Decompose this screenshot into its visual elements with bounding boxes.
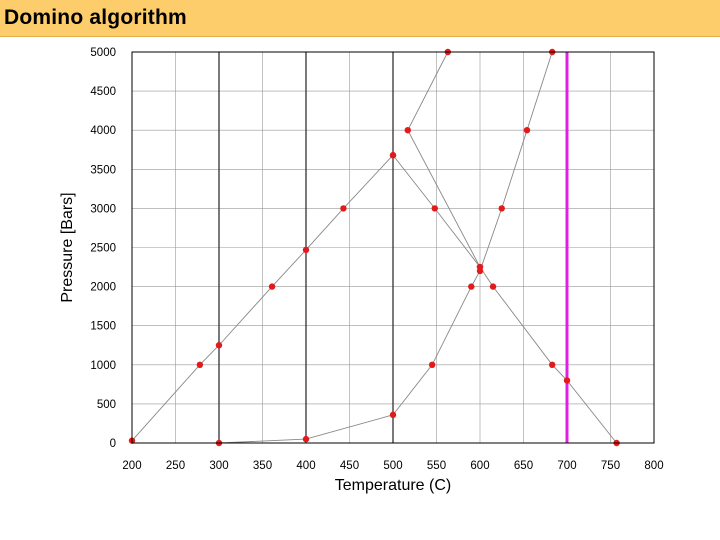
- plot-frame: [131, 51, 655, 444]
- x-tick-label: 450: [340, 460, 359, 472]
- data-point: [431, 205, 438, 212]
- x-axis-label: Temperature (C): [335, 477, 451, 494]
- x-tick-labels: 200 250 300 350 400 450 500 550 600 650 700 750 800: [122, 460, 663, 472]
- x-tick-label: 500: [383, 460, 402, 472]
- y-tick-label: 500: [97, 399, 116, 411]
- x-tick-label: 750: [601, 460, 620, 472]
- data-point: [268, 283, 276, 290]
- data-point: [476, 263, 484, 271]
- y-tick-label: 1000: [90, 360, 116, 372]
- data-point: [489, 283, 497, 290]
- data-point: [389, 411, 397, 419]
- x-tick-label: 400: [296, 460, 315, 472]
- y-tick-label: 3500: [90, 164, 116, 176]
- series-curve: [407, 51, 481, 268]
- x-tick-label: 650: [514, 460, 533, 472]
- y-tick-label: 2500: [90, 243, 116, 255]
- data-point: [215, 342, 223, 349]
- data-point: [498, 205, 505, 212]
- data-point: [389, 152, 397, 159]
- y-tick-label: 2000: [90, 282, 116, 294]
- data-point: [563, 377, 571, 384]
- x-tick-label: 700: [557, 460, 576, 472]
- data-point: [523, 127, 531, 134]
- y-tick-label: 5000: [90, 47, 116, 59]
- x-tick-label: 200: [122, 460, 141, 472]
- x-tick-label: 600: [470, 460, 489, 472]
- data-point: [302, 246, 310, 254]
- chart-points: [128, 48, 620, 447]
- y-tick-label: 4500: [90, 86, 116, 98]
- slide-title-bar: Domino algorithm: [0, 0, 720, 37]
- x-tick-label: 550: [427, 460, 446, 472]
- data-point: [404, 127, 411, 134]
- x-tick-label: 250: [166, 460, 185, 472]
- y-tick-label: 1500: [90, 321, 116, 333]
- data-point: [302, 435, 310, 443]
- x-tick-label: 800: [644, 460, 663, 472]
- y-tick-label: 0: [110, 438, 116, 450]
- data-point: [549, 361, 556, 368]
- y-tick-label: 3000: [90, 203, 116, 215]
- data-point: [468, 283, 475, 290]
- data-point: [428, 361, 436, 368]
- x-tick-label: 300: [209, 460, 228, 472]
- x-tick-label: 350: [253, 460, 272, 472]
- y-tick-labels: 0 500 1000 1500 2000 2500 3000 3500 4000 4500 5000: [90, 47, 116, 450]
- data-point: [196, 361, 204, 368]
- y-axis-label: Pressure [Bars]: [59, 192, 76, 302]
- data-point: [340, 205, 347, 212]
- y-tick-label: 4000: [90, 125, 116, 137]
- slide-title: Domino algorithm: [4, 6, 187, 29]
